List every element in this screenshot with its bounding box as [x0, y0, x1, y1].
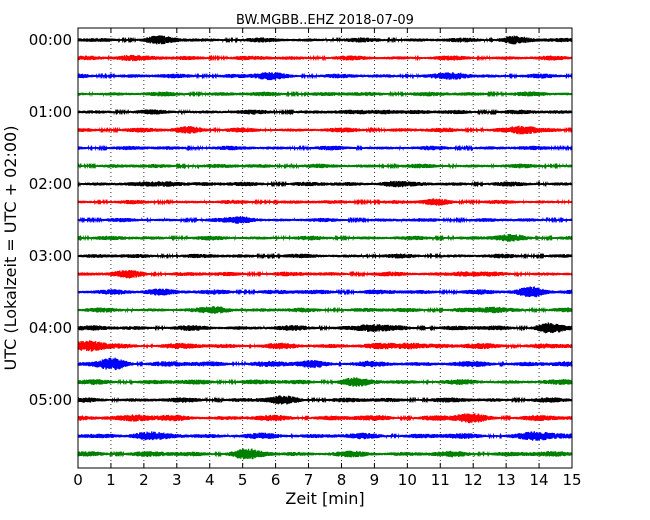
- x-tick-label: 3: [172, 471, 182, 489]
- trace-0445: [77, 377, 573, 387]
- y-axis-ticks: 00:00 01:00 02:00 03:00 04:00 05:00: [29, 31, 572, 409]
- trace-0315: [77, 270, 573, 279]
- trace-0415: [77, 340, 573, 352]
- x-tick-label: 9: [370, 471, 380, 489]
- trace-0400: [77, 322, 573, 334]
- x-tick-label: 8: [337, 471, 347, 489]
- vertical-grid: [110, 28, 540, 468]
- trace-0515: [77, 413, 573, 424]
- trace-0245: [77, 233, 573, 243]
- trace-0230: [77, 216, 573, 224]
- trace-0100: [77, 108, 573, 116]
- trace-0330: [77, 286, 573, 298]
- x-tick-label: 7: [304, 471, 314, 489]
- x-tick-label: 6: [271, 471, 281, 489]
- y-axis-label: UTC (Lokalzeit = UTC + 02:00): [1, 126, 20, 371]
- chart-title: BW.MGBB..EHZ 2018-07-09: [236, 13, 414, 28]
- x-tick-label: 0: [73, 471, 83, 489]
- x-axis-ticks: 0 1 2 3 4 5 6 7 8 9 10 11 12 13 14 15: [73, 28, 582, 489]
- x-tick-label: 2: [139, 471, 149, 489]
- x-axis-label: Zeit [min]: [285, 489, 364, 508]
- x-tick-label: 15: [562, 471, 581, 489]
- x-tick-label: 5: [238, 471, 248, 489]
- trace-0015: [77, 54, 573, 62]
- y-tick-label: 05:00: [29, 391, 72, 409]
- trace-0215: [77, 198, 573, 206]
- trace-0045: [77, 90, 573, 98]
- trace-0200: [77, 180, 573, 188]
- y-tick-label: 01:00: [29, 103, 72, 121]
- trace-0000: [77, 35, 573, 45]
- trace-0500: [77, 395, 573, 405]
- trace-0030: [77, 71, 573, 81]
- x-tick-label: 10: [398, 471, 417, 489]
- trace-0345: [77, 306, 573, 314]
- x-tick-label: 4: [205, 471, 215, 489]
- trace-0430: [77, 357, 573, 371]
- trace-0530: [77, 431, 573, 441]
- x-tick-label: 12: [464, 471, 483, 489]
- x-tick-label: 14: [530, 471, 549, 489]
- plot-frame: [77, 27, 573, 469]
- y-tick-label: 00:00: [29, 31, 72, 49]
- x-tick-label: 1: [106, 471, 116, 489]
- trace-0115: [77, 125, 573, 135]
- y-tick-label: 04:00: [29, 319, 72, 337]
- x-tick-label: 13: [497, 471, 516, 489]
- seismic-traces: [77, 35, 573, 460]
- x-tick-label: 11: [431, 471, 450, 489]
- trace-0545: [77, 448, 573, 460]
- y-tick-label: 02:00: [29, 175, 72, 193]
- y-tick-label: 03:00: [29, 247, 72, 265]
- trace-0145: [77, 162, 573, 170]
- trace-0130: [77, 144, 573, 152]
- trace-0300: [77, 252, 573, 260]
